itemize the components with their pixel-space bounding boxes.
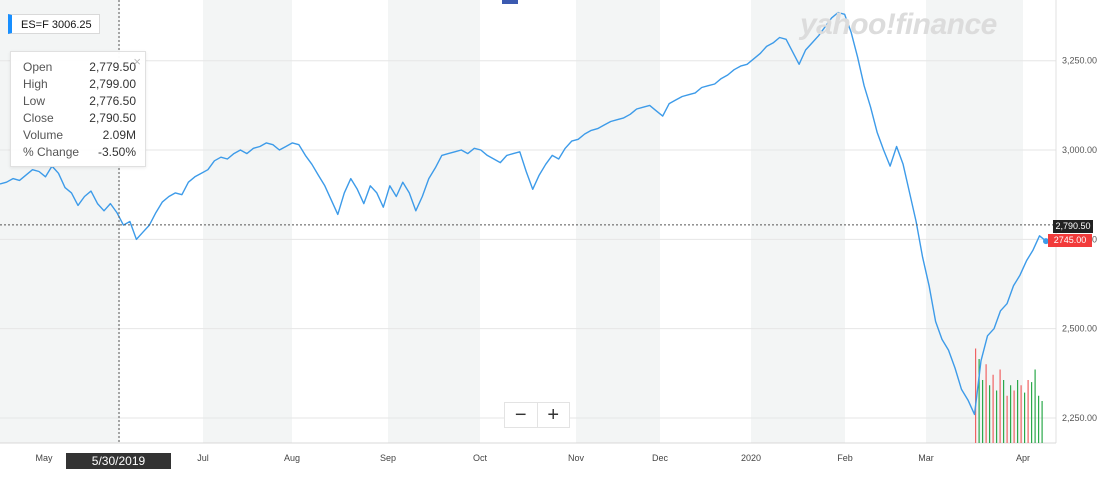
x-tick-label: Jul: [197, 453, 209, 463]
tooltip-value: 2.09M: [102, 128, 136, 142]
tooltip-label: Open: [23, 60, 53, 74]
month-band: [751, 0, 845, 443]
y-tick-label: 3,000.00: [1062, 145, 1097, 155]
tooltip-label: Low: [23, 94, 46, 108]
x-axis: MayJunJulAugSepOctNovDec2020FebMarApr: [35, 453, 1030, 463]
crosshair-date-label: 5/30/2019: [66, 453, 171, 469]
volume-bar: [1006, 395, 1008, 443]
tooltip-row-volume: Volume 2.09M: [23, 127, 136, 144]
x-tick-label: Oct: [473, 453, 488, 463]
tooltip-row-change: % Change -3.50%: [23, 144, 136, 161]
volume-bar: [1013, 390, 1015, 443]
zoom-in-button[interactable]: +: [536, 403, 570, 427]
crosshair-price-label: 2,790.50: [1053, 220, 1093, 233]
tooltip-value: 2,799.00: [89, 77, 136, 91]
data-tooltip: × Open 2,779.50 High 2,799.00 Low 2,776.…: [10, 51, 146, 167]
volume-bar: [1003, 380, 1005, 443]
x-tick-label: Dec: [652, 453, 669, 463]
gridlines: [0, 0, 1057, 444]
tooltip-value: 2,790.50: [89, 111, 136, 125]
x-tick-label: Apr: [1016, 453, 1030, 463]
volume-bar: [982, 380, 984, 443]
volume-bar: [1038, 395, 1040, 443]
ticker-price: 3006.25: [51, 19, 92, 31]
tooltip-row-open: Open 2,779.50: [23, 59, 136, 76]
x-tick-label: Sep: [380, 453, 396, 463]
month-shading: [0, 0, 1023, 443]
crosshair: [0, 0, 1056, 443]
x-tick-label: Nov: [568, 453, 585, 463]
ticker-symbol: ES=F: [21, 19, 49, 31]
volume-bar: [1031, 382, 1033, 443]
month-band: [576, 0, 660, 443]
volume-bar: [992, 374, 994, 443]
month-band: [388, 0, 480, 443]
x-tick-label: Aug: [284, 453, 300, 463]
month-band: [203, 0, 292, 443]
range-marker[interactable]: [502, 0, 518, 4]
volume-bar: [1041, 401, 1043, 443]
month-band: [926, 0, 1023, 443]
current-price-label: 2745.00: [1048, 234, 1092, 247]
ticker-badge[interactable]: ES=F 3006.25: [8, 14, 100, 34]
x-tick-label: 2020: [741, 453, 761, 463]
tooltip-row-high: High 2,799.00: [23, 76, 136, 93]
volume-bar: [1017, 380, 1019, 443]
volume-bar: [989, 385, 991, 443]
price-line: [0, 11, 1047, 416]
volume-bars: [975, 348, 1043, 443]
volume-bar: [1027, 380, 1029, 443]
price-line-layer: [0, 11, 1049, 416]
zoom-out-button[interactable]: −: [514, 404, 527, 426]
volume-bar: [996, 390, 998, 443]
tooltip-value: 2,779.50: [89, 60, 136, 74]
y-tick-label: 2,250.00: [1062, 413, 1097, 423]
x-tick-label: May: [35, 453, 53, 463]
volume-bar: [999, 369, 1001, 443]
x-tick-label: Feb: [837, 453, 853, 463]
y-tick-label: 2,500.00: [1062, 324, 1097, 334]
x-tick-label: Mar: [918, 453, 934, 463]
volume-bar: [985, 364, 987, 443]
tooltip-label: % Change: [23, 145, 80, 159]
tooltip-value: -3.50%: [97, 145, 136, 159]
tooltip-label: Close: [23, 111, 54, 125]
volume-bar: [978, 359, 980, 443]
volume-bar: [1034, 369, 1036, 443]
volume-bar: [1024, 392, 1026, 443]
volume-bar: [975, 348, 977, 443]
y-tick-label: 3,250.00: [1062, 56, 1097, 66]
last-price-dot: [1043, 238, 1049, 245]
tooltip-row-low: Low 2,776.50: [23, 93, 136, 110]
volume-bar: [1010, 385, 1012, 443]
tooltip-label: High: [23, 77, 48, 91]
close-icon[interactable]: ×: [133, 54, 141, 69]
volume-bar: [1020, 385, 1022, 443]
tooltip-value: 2,776.50: [89, 94, 136, 108]
zoom-controls: − +: [504, 402, 570, 428]
watermark-logo: yahoo!finance: [800, 8, 997, 41]
tooltip-label: Volume: [23, 128, 64, 142]
tooltip-row-close: Close 2,790.50: [23, 110, 136, 127]
